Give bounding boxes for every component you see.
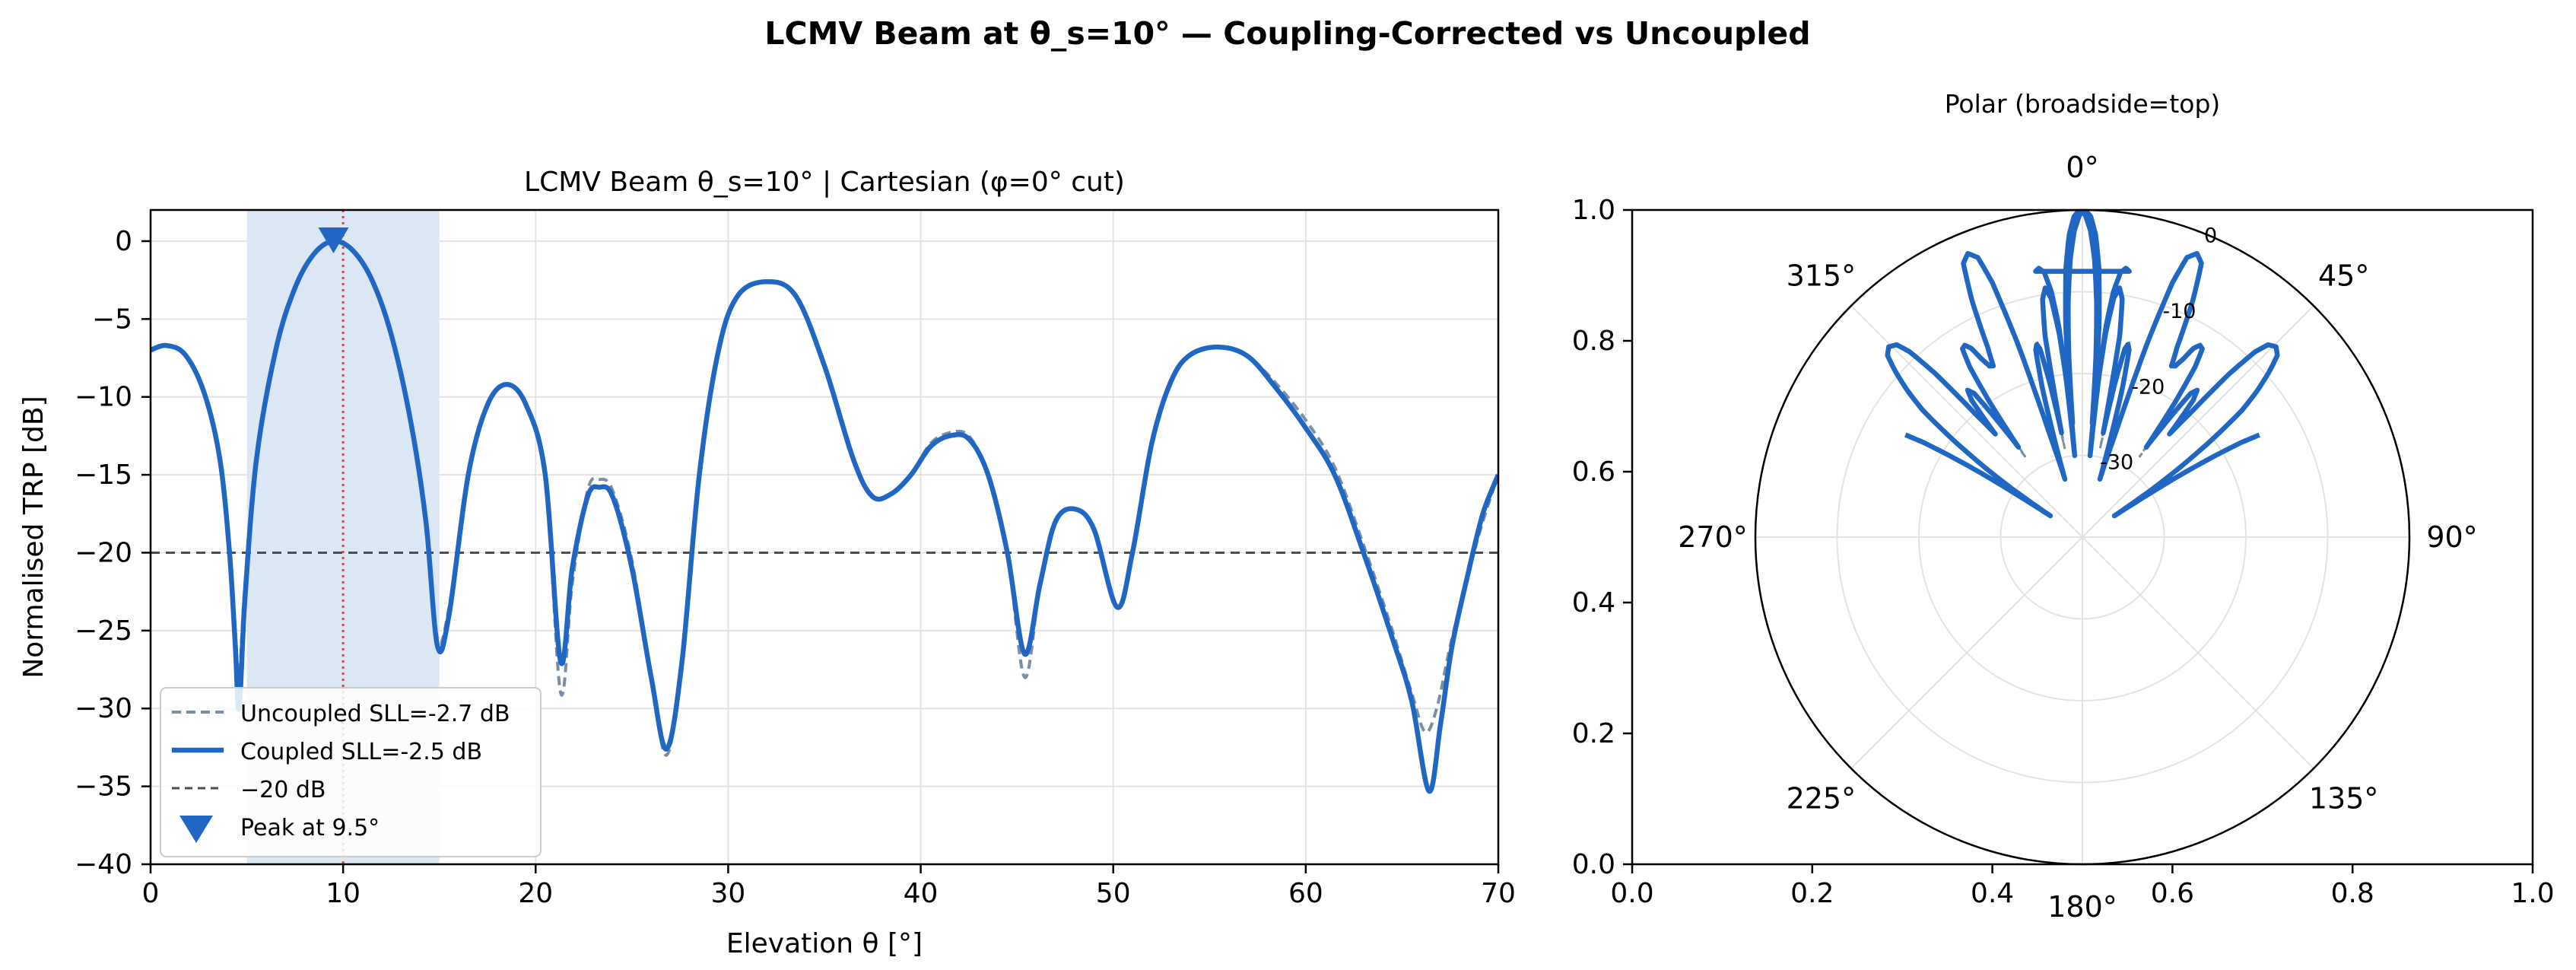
cartesian-chart: 0 10 20 30 40 50 60 70 0 −5 −10 −15 −20 −25 −30 −35 −40… xyxy=(18,167,1516,959)
x-tick-label: 30 xyxy=(711,878,746,909)
polar-spoke xyxy=(2082,536,2314,769)
polar-y-tick-label: 0.0 xyxy=(1572,849,1615,880)
polar-x-tick-label: 0.4 xyxy=(1971,878,2014,909)
cartesian-x-ticks: 0 10 20 30 40 50 60 70 xyxy=(142,864,1516,909)
polar-x-tick-label: 1.0 xyxy=(2511,878,2554,909)
polar-radial-labels: 0 -10 -20 -30 xyxy=(2100,224,2217,475)
x-tick-label: 10 xyxy=(326,878,361,909)
polar-coupled-line xyxy=(1885,210,2280,519)
legend-box xyxy=(160,687,542,857)
x-tick-label: 40 xyxy=(904,878,939,909)
y-tick-label: −30 xyxy=(75,693,132,724)
polar-radial-label: -10 xyxy=(2162,300,2196,323)
y-tick-label: −10 xyxy=(75,382,132,413)
polar-angle-label: 90° xyxy=(2426,520,2477,554)
legend: Uncoupled SLL=-2.7 dB Coupled SLL=-2.5 d… xyxy=(160,687,542,857)
polar-angle-label: 270° xyxy=(1678,520,1748,554)
polar-y-tick-label: 0.6 xyxy=(1572,456,1615,488)
cartesian-title: LCMV Beam θ_s=10° | Cartesian (φ=0° cut) xyxy=(524,167,1125,198)
series-coupled-line xyxy=(151,238,1498,794)
polar-x-tick-label: 0.6 xyxy=(2151,878,2194,909)
legend-label-peak: Peak at 9.5° xyxy=(240,815,380,841)
y-tick-label: −15 xyxy=(75,460,132,491)
polar-angle-label: 315° xyxy=(1787,259,1857,292)
polar-background-y-ticks: 0.0 0.2 0.4 0.6 0.8 1.0 xyxy=(1572,195,1632,880)
polar-y-tick-label: 0.4 xyxy=(1572,587,1615,619)
polar-x-tick-label: 0.0 xyxy=(1610,878,1653,909)
cartesian-y-label: Normalised TRP [dB] xyxy=(18,396,49,678)
polar-x-tick-label: 0.2 xyxy=(1790,878,1834,909)
polar-chart: Polar (broadside=top) 0 -10 -20 -30 0° 45° 90… xyxy=(1572,89,2555,924)
peak-marker xyxy=(318,227,349,253)
figure-title: LCMV Beam at θ_s=10° — Coupling-Correcte… xyxy=(764,15,1810,52)
cartesian-axes-frame xyxy=(149,208,1500,866)
y-tick-label: −25 xyxy=(75,615,132,647)
polar-angle-label: 225° xyxy=(1787,782,1857,816)
y-tick-label: −40 xyxy=(75,849,132,880)
x-tick-label: 70 xyxy=(1481,878,1516,909)
legend-swatch-peak xyxy=(179,816,213,843)
polar-x-tick-label: 0.8 xyxy=(2331,878,2374,909)
x-tick-label: 60 xyxy=(1288,878,1323,909)
y-tick-label: −20 xyxy=(75,537,132,568)
legend-label-uncoupled: Uncoupled SLL=-2.7 dB xyxy=(240,701,510,727)
polar-y-tick-label: 1.0 xyxy=(1572,195,1615,226)
y-tick-label: −5 xyxy=(92,304,132,335)
polar-y-tick-label: 0.8 xyxy=(1572,326,1615,357)
polar-y-tick-label: 0.2 xyxy=(1572,718,1615,749)
polar-background-axes-frame xyxy=(1631,208,2534,866)
polar-background-x-ticks: 0.0 0.2 0.4 0.6 0.8 1.0 xyxy=(1610,864,2555,909)
y-tick-label: 0 xyxy=(115,226,132,257)
polar-title: Polar (broadside=top) xyxy=(1945,89,2221,119)
polar-radial-label: -30 xyxy=(2100,451,2133,475)
polar-angle-label: 135° xyxy=(2309,782,2379,816)
polar-radial-label: -20 xyxy=(2131,375,2165,399)
polar-radial-label: 0 xyxy=(2204,224,2217,248)
x-tick-label: 20 xyxy=(518,878,553,909)
polar-angle-label: 180° xyxy=(2047,890,2117,924)
polar-spoke xyxy=(1850,536,2083,769)
polar-grid xyxy=(1755,210,2409,864)
y-tick-label: −35 xyxy=(75,771,132,803)
cartesian-x-label: Elevation θ [°] xyxy=(726,928,923,959)
polar-angle-label: 0° xyxy=(2066,151,2098,184)
polar-angle-labels: 0° 45° 90° 135° 180° 225° 270° 315° xyxy=(1678,151,2477,924)
legend-label-threshold: −20 dB xyxy=(240,777,326,803)
cartesian-y-ticks: 0 −5 −10 −15 −20 −25 −30 −35 −40 xyxy=(75,226,151,880)
polar-angle-label: 45° xyxy=(2318,259,2369,292)
legend-label-coupled: Coupled SLL=-2.5 dB xyxy=(240,739,482,765)
x-tick-label: 0 xyxy=(142,878,160,909)
x-tick-label: 50 xyxy=(1096,878,1131,909)
